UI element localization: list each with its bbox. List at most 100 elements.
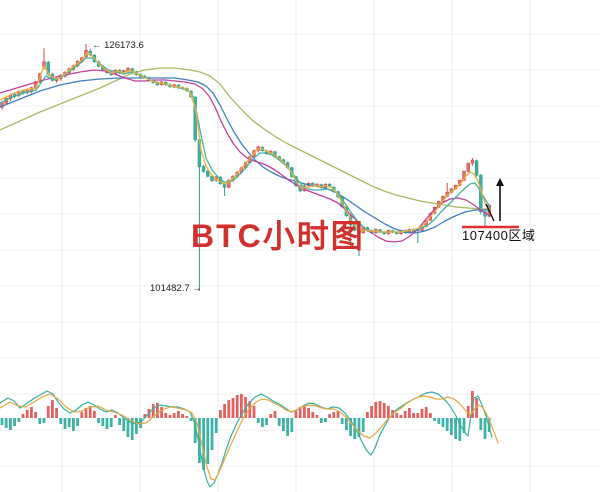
macd-bar-negative	[214, 418, 218, 433]
macd-bar-negative	[353, 418, 357, 439]
macd-bar-positive	[382, 403, 386, 418]
macd-bar-positive	[30, 407, 33, 418]
macd-bar-negative	[256, 418, 260, 423]
macd-bar-negative	[437, 418, 441, 424]
macd-bar-negative	[202, 418, 205, 470]
macd-bar-positive	[378, 401, 382, 418]
macd-bar-positive	[84, 408, 88, 418]
macd-bar-positive	[114, 415, 117, 418]
macd-bar-negative	[357, 418, 361, 437]
macd-bar-positive	[395, 413, 399, 418]
macd-bar-positive	[151, 404, 155, 418]
macd-bar-positive	[164, 413, 168, 418]
macd-bar-positive	[466, 406, 470, 418]
macd-dea-line	[0, 393, 499, 481]
ma-fast-line	[0, 51, 491, 233]
macd-bar-positive	[240, 394, 243, 418]
macd-bar-negative	[63, 418, 67, 429]
macd-bar-positive	[429, 413, 432, 418]
candle-body-down	[210, 175, 214, 182]
macd-bar-positive	[412, 413, 415, 418]
macd-bar-negative	[59, 418, 63, 424]
macd-bar-negative	[4, 418, 8, 428]
up-arrow-head-icon	[496, 178, 504, 186]
macd-bar-negative	[319, 418, 323, 423]
macd-bar-positive	[181, 414, 184, 418]
macd-bar-positive	[294, 411, 298, 418]
macd-bar-negative	[9, 418, 12, 430]
macd-bar-positive	[336, 411, 340, 418]
ma-mid-line	[0, 69, 491, 243]
macd-bar-negative	[135, 418, 138, 434]
macd-bar-negative	[0, 418, 4, 425]
macd-bar-positive	[273, 411, 277, 418]
macd-bar-positive	[374, 402, 378, 418]
macd-bar-positive	[298, 407, 302, 418]
macd-bar-negative	[265, 418, 268, 425]
macd-bar-positive	[387, 406, 390, 418]
macd-bar-positive	[88, 406, 92, 418]
macd-bar-negative	[189, 418, 193, 421]
macd-bar-positive	[172, 413, 176, 418]
candle-body-down	[201, 166, 206, 172]
macd-dif-line	[0, 390, 493, 488]
macd-bar-positive	[160, 407, 163, 418]
macd-bar-positive	[475, 398, 478, 418]
macd-bar-positive	[269, 414, 273, 418]
macd-bar-negative	[479, 418, 483, 430]
candle-body-up	[466, 162, 470, 172]
macd-bar-positive	[46, 406, 50, 418]
macd-bar-positive	[424, 407, 428, 418]
macd-bar-positive	[93, 411, 96, 418]
macd-bar-negative	[130, 418, 134, 440]
macd-bar-negative	[198, 418, 201, 463]
macd-bar-negative	[454, 418, 457, 439]
macd-bar-negative	[277, 418, 281, 426]
macd-bar-positive	[34, 412, 37, 418]
candle-body-up	[470, 159, 475, 164]
macd-bar-positive	[399, 415, 403, 418]
macd-bar-positive	[420, 409, 424, 418]
macd-bar-negative	[433, 418, 436, 421]
ma-slowest-line	[0, 67, 491, 210]
macd-bar-positive	[231, 398, 235, 418]
macd-bar-negative	[349, 418, 352, 436]
macd-bar-negative	[101, 418, 105, 426]
macd-bar-positive	[25, 410, 29, 418]
macd-bar-negative	[487, 418, 491, 432]
low-price-label: 101482.7 →	[150, 283, 202, 294]
macd-bar-negative	[67, 418, 71, 427]
macd-bar-negative	[122, 418, 126, 431]
macd-bar-positive	[416, 413, 420, 418]
macd-bar-positive	[177, 411, 180, 418]
macd-bar-positive	[252, 406, 256, 418]
macd-bar-positive	[55, 408, 58, 418]
macd-bar-negative	[97, 418, 100, 423]
macd-bar-negative	[126, 418, 130, 437]
macd-bar-negative	[290, 418, 294, 432]
macd-bar-positive	[408, 408, 411, 418]
macd-bar-positive	[219, 410, 222, 418]
macd-bar-positive	[185, 416, 189, 418]
macd-bar-negative	[441, 418, 445, 427]
macd-bar-positive	[227, 400, 231, 418]
macd-bar-positive	[51, 400, 54, 418]
chart-title-watermark: BTC小时图	[191, 218, 365, 254]
ma-mid-fast-line	[0, 57, 491, 233]
macd-bar-negative	[13, 418, 16, 426]
macd-bar-negative	[458, 418, 462, 441]
macd-bar-positive	[21, 414, 25, 418]
macd-bar-negative	[42, 418, 46, 423]
macd-bar-positive	[80, 412, 84, 418]
candle-body-down	[474, 160, 479, 176]
annotation-diagonal-line	[485, 203, 495, 222]
macd-bar-positive	[332, 412, 336, 418]
high-price-label: ← 126173.6	[92, 40, 144, 51]
macd-bar-negative	[282, 418, 285, 431]
candle-body-down	[206, 170, 210, 177]
macd-bar-negative	[286, 418, 289, 436]
macd-bar-negative	[210, 418, 214, 450]
macd-bar-negative	[38, 418, 42, 424]
